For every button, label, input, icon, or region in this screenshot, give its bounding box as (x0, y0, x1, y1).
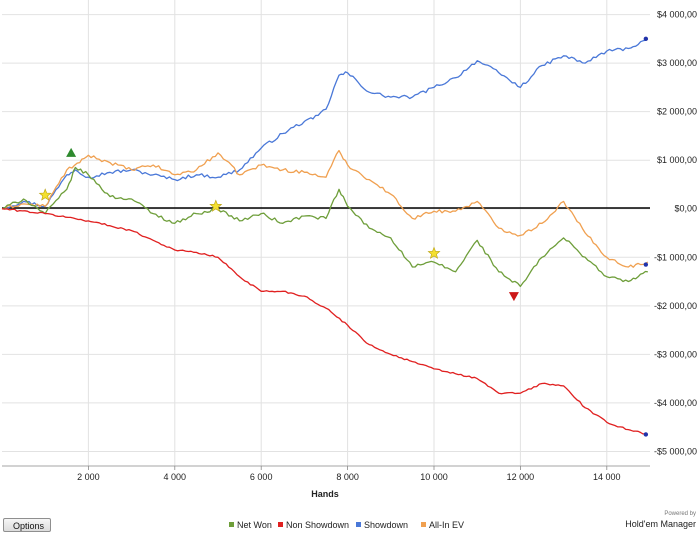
x-tick-label: 8 000 (336, 472, 359, 482)
legend-label: Showdown (364, 520, 408, 530)
series-line-net-won (1, 166, 648, 288)
legend-label: Non Showdown (286, 520, 349, 530)
y-tick-label: -$5 000,00 (654, 446, 697, 456)
star-marker (427, 246, 441, 259)
options-button[interactable]: Options (3, 518, 52, 532)
x-tick-label: 4 000 (164, 472, 187, 482)
y-tick-label: $0,00 (674, 204, 697, 214)
y-tick-label: -$1 000,00 (654, 252, 697, 262)
x-tick-label: 14 000 (593, 472, 621, 482)
y-tick-label: $4 000,00 (657, 10, 697, 20)
chart-legend: Net Won Non Showdown Showdown All-In EV (229, 520, 464, 530)
grid-lines (2, 0, 650, 466)
star-marker (38, 188, 52, 201)
x-tick-label: 6 000 (250, 472, 273, 482)
x-tick-label: 12 000 (507, 472, 535, 482)
series-markers (38, 36, 649, 437)
x-tick-label: 2 000 (77, 472, 100, 482)
star-marker (209, 199, 223, 212)
x-axis-title: Hands (311, 489, 339, 499)
y-tick-label: -$3 000,00 (654, 349, 697, 359)
y-tick-label: $3 000,00 (657, 58, 697, 68)
endpoint-marker (643, 262, 649, 267)
legend-label: Net Won (237, 520, 272, 530)
y-tick-label: -$2 000,00 (654, 301, 697, 311)
series-line-showdown (1, 38, 649, 210)
series-line-all-in-ev (2, 149, 649, 268)
powered-by-text: Powered by (664, 511, 696, 517)
y-tick-label: $1 000,00 (657, 155, 697, 165)
series-lines (1, 38, 649, 436)
legend-swatch (356, 522, 361, 527)
x-axis-ticks: 2 000 4 000 6 000 8 000 10 000 12 000 14 000 (77, 466, 621, 482)
y-axis-ticks: $4 000,00 $3 000,00 $2 000,00 $1 000,00 $0,0… (654, 10, 697, 457)
endpoint-marker (643, 432, 649, 437)
brand-mark: Powered by Hold'em Manager (625, 510, 696, 530)
x-tick-label: 10 000 (420, 472, 448, 482)
max-point-marker (66, 147, 77, 157)
legend-swatch (278, 522, 283, 527)
legend-swatch (229, 522, 234, 527)
y-tick-label: -$4 000,00 (654, 398, 697, 408)
min-point-marker (508, 292, 519, 302)
brand-name: Hold'em Manager (625, 519, 696, 529)
legend-swatch (421, 522, 426, 527)
y-tick-label: $2 000,00 (657, 107, 697, 117)
series-line-non-showdown (1, 208, 648, 436)
legend-label: All-In EV (429, 520, 464, 530)
endpoint-marker (643, 36, 649, 42)
